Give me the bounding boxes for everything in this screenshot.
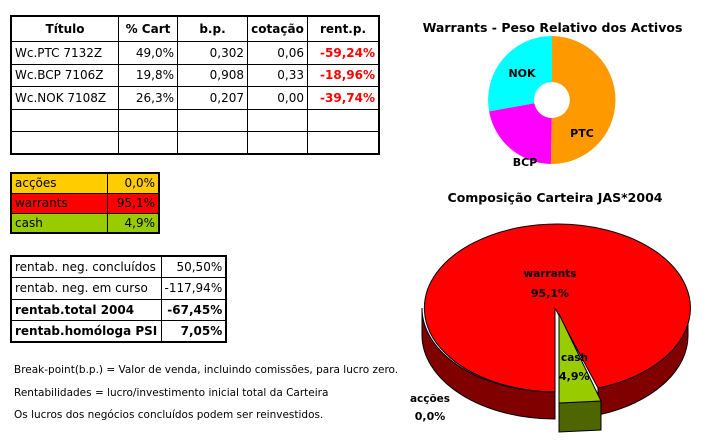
allocation-label: acções [10, 172, 108, 194]
cell-rent: -18,96% [307, 63, 380, 88]
col-header-titulo: Título [10, 15, 119, 42]
table-row-empty [10, 131, 380, 155]
cell-titulo: Wc.NOK 7108Z [10, 86, 119, 110]
col-header-rent: rent.p. [307, 15, 380, 42]
cell-pct-cart [118, 131, 178, 155]
cell-bp [177, 108, 248, 133]
allocation-row-accoes: acções 0,0% [10, 172, 160, 194]
allocation-value: 0,0% [106, 172, 160, 194]
cell-rent: -59,24% [307, 41, 380, 65]
note-lucros: Os lucros dos negócios concluídos podem … [14, 409, 324, 421]
note-break-point: Break-point(b.p.) = Valor de venda, incl… [14, 364, 399, 376]
cell-cotacao: 0,33 [247, 63, 308, 88]
cell-titulo: Wc.PTC 7132Z [10, 41, 119, 65]
summary-row: rentab. neg. em curso -117,94% [10, 277, 227, 300]
col-header-bp: b.p. [177, 15, 248, 42]
cell-titulo [10, 108, 119, 133]
cell-bp: 0,908 [177, 63, 248, 88]
cell-titulo [10, 131, 119, 155]
cell-pct-cart: 49,0% [118, 41, 178, 65]
allocation-label: cash [10, 212, 108, 234]
allocation-row-cash: cash 4,9% [10, 212, 160, 234]
pie-chart-3d: warrants 95,1% cash 95,1% 4,9% acções 0,… [410, 223, 691, 433]
table-row: Wc.BCP 7106Z 19,8% 0,908 0,33 -18,96% [10, 63, 380, 88]
pie-chart-title: Composição Carteira JAS*2004 [447, 190, 663, 205]
donut-slice-nok [488, 36, 552, 112]
pie-slice-cash [558, 313, 602, 433]
cell-titulo: Wc.BCP 7106Z [10, 63, 119, 88]
allocation-value: 95,1% [106, 192, 160, 214]
pie-slice-warrants [421, 223, 691, 420]
col-header-cotacao: cotação [247, 15, 308, 42]
table-row: Wc.NOK 7108Z 26,3% 0,207 0,00 -39,74% [10, 86, 380, 110]
cell-bp [177, 131, 248, 155]
donut-label-ptc: PTC [570, 127, 594, 140]
allocation-row-warrants: warrants 95,1% [10, 192, 160, 214]
cell-cotacao: 0,06 [247, 41, 308, 65]
allocation-value: 4,9% [106, 212, 160, 234]
summary-row: rentab. neg. concluídos 50,50% [10, 255, 227, 278]
summary-value: -67,45% [160, 298, 227, 321]
cell-cotacao [247, 108, 308, 133]
summary-label: rentab. neg. concluídos [10, 255, 162, 278]
cell-pct-cart: 19,8% [118, 63, 178, 88]
donut-label-bcp: BCP [513, 156, 538, 169]
allocation-label: warrants [10, 192, 108, 214]
summary-row-psi: rentab.homóloga PSI 7,05% [10, 320, 227, 343]
cell-pct-cart [118, 108, 178, 133]
donut-slice-ptc [550, 36, 616, 165]
summary-value: -117,94% [160, 277, 227, 300]
cell-pct-cart: 26,3% [118, 86, 178, 110]
col-header-pct-cart: % Cart [118, 15, 178, 42]
pie-value-cash: 4,9% [559, 370, 590, 383]
pie-value-warrants: 95,1% [531, 287, 569, 300]
summary-label: rentab.total 2004 [10, 298, 162, 321]
donut-label-nok: NOK [508, 67, 536, 80]
summary-row-total: rentab.total 2004 -67,45% [10, 298, 227, 321]
cell-cotacao [247, 131, 308, 155]
donut-chart-title: Warrants - Peso Relativo dos Activos [422, 20, 683, 35]
summary-label: rentab. neg. em curso [10, 277, 162, 300]
summary-label: rentab.homóloga PSI [10, 320, 162, 343]
cell-rent [307, 131, 380, 155]
pie-label-cash: cash [561, 352, 588, 364]
note-rentabilidades: Rentabilidades = lucro/investimento inic… [14, 387, 329, 399]
allocation-table: acções 0,0% warrants 95,1% cash 4,9% [10, 172, 160, 234]
donut-chart: NOK PTC BCP [488, 36, 616, 169]
cell-bp: 0,302 [177, 41, 248, 65]
pie-value-accoes: 0,0% [415, 410, 446, 423]
cell-rent [307, 108, 380, 133]
holdings-table: Título % Cart b.p. cotação rent.p. Wc.PT… [10, 15, 380, 156]
table-row-empty [10, 108, 380, 133]
pie-label-warrants: warrants [524, 268, 577, 280]
donut-slice-bcp [489, 103, 552, 164]
summary-value: 7,05% [160, 320, 227, 343]
holdings-header-row: Título % Cart b.p. cotação rent.p. [10, 15, 380, 42]
table-row: Wc.PTC 7132Z 49,0% 0,302 0,06 -59,24% [10, 41, 380, 65]
cell-bp: 0,207 [177, 86, 248, 110]
pie-label-accoes: acções [410, 393, 450, 405]
summary-table: rentab. neg. concluídos 50,50% rentab. n… [10, 255, 228, 343]
summary-value: 50,50% [160, 255, 227, 278]
cell-cotacao: 0,00 [247, 86, 308, 110]
cell-rent: -39,74% [307, 86, 380, 110]
